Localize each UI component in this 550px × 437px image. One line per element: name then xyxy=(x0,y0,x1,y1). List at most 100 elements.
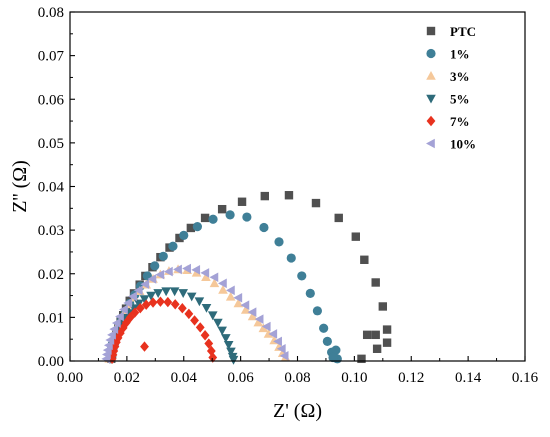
data-point xyxy=(173,264,182,275)
data-point xyxy=(225,210,235,220)
data-point xyxy=(134,299,144,309)
x-tick-label: 0.12 xyxy=(398,370,424,386)
x-tick-label: 0.06 xyxy=(228,370,255,386)
x-tick-label: 0.00 xyxy=(57,370,83,386)
x-axis-title: Z' (Ω) xyxy=(273,400,322,422)
data-point xyxy=(170,299,180,310)
data-point xyxy=(351,232,360,241)
data-point xyxy=(190,315,199,326)
data-point xyxy=(147,274,157,284)
data-point xyxy=(146,291,156,301)
data-point xyxy=(140,341,149,352)
data-point xyxy=(133,285,143,296)
data-point xyxy=(382,325,392,334)
data-point xyxy=(128,291,137,302)
data-point xyxy=(186,292,197,302)
data-point xyxy=(261,321,271,332)
data-point xyxy=(276,343,286,354)
data-point xyxy=(184,308,194,320)
data-point xyxy=(372,344,382,353)
legend-item: 1% xyxy=(426,47,470,62)
legend-marker xyxy=(426,48,436,59)
y-tick-label: 0.07 xyxy=(38,49,65,65)
legend-item: 5% xyxy=(426,92,470,107)
legend-item: 3% xyxy=(426,69,470,84)
axis-ticks: 0.00 0.02 0.04 0.06 0.08 0.10 0.12 0.14 0.16 0.00… xyxy=(38,5,539,386)
legend-item: 7% xyxy=(426,114,470,129)
legend-item: PTC xyxy=(426,24,476,39)
y-tick-label: 0.00 xyxy=(38,354,64,370)
data-point xyxy=(274,237,284,247)
legend-label: 10% xyxy=(450,137,476,152)
data-point xyxy=(371,278,380,287)
data-point xyxy=(179,230,189,240)
data-point xyxy=(297,271,307,281)
data-point xyxy=(192,222,202,232)
data-point xyxy=(225,285,235,296)
data-point xyxy=(194,297,205,307)
y-tick-label: 0.08 xyxy=(38,5,64,21)
data-point xyxy=(242,212,252,222)
data-point xyxy=(209,278,220,288)
data-point xyxy=(141,299,151,310)
data-point xyxy=(319,323,329,333)
data-point xyxy=(115,311,124,322)
legend-marker xyxy=(426,94,436,104)
data-point xyxy=(233,292,243,303)
data-point xyxy=(177,303,187,314)
data-point xyxy=(213,318,223,328)
data-point xyxy=(247,311,258,321)
data-point xyxy=(328,352,338,363)
y-tick-label: 0.06 xyxy=(38,92,65,108)
data-point xyxy=(217,204,227,214)
data-point xyxy=(371,330,380,340)
data-point xyxy=(247,307,257,317)
legend: PTC 1% 3% 5% 7% 10% xyxy=(426,24,476,152)
data-point xyxy=(253,317,264,327)
data-point xyxy=(111,318,121,328)
data-point xyxy=(312,306,323,316)
data-point xyxy=(226,347,236,357)
data-point xyxy=(382,338,392,347)
data-point xyxy=(163,296,173,308)
series-7pct xyxy=(107,296,218,365)
data-point xyxy=(263,328,274,338)
legend-label: 3% xyxy=(450,69,470,84)
legend-marker xyxy=(426,115,436,127)
data-point xyxy=(286,253,296,263)
y-tick-label: 0.05 xyxy=(38,136,64,152)
legend-label: PTC xyxy=(450,24,476,39)
data-point xyxy=(161,287,171,297)
data-point xyxy=(223,341,234,350)
data-point xyxy=(153,289,163,298)
data-point xyxy=(331,345,341,355)
data-point xyxy=(191,265,201,275)
data-point xyxy=(217,326,227,336)
data-point xyxy=(148,297,158,308)
data-point xyxy=(237,197,247,206)
data-point xyxy=(130,307,140,318)
data-point xyxy=(123,298,133,308)
data-marks xyxy=(101,191,392,365)
x-tick-label: 0.08 xyxy=(284,370,310,386)
legend-label: 1% xyxy=(450,47,470,62)
data-point xyxy=(118,322,128,334)
data-point xyxy=(260,191,269,201)
data-point xyxy=(178,289,188,298)
data-point xyxy=(208,352,218,363)
data-point xyxy=(109,324,119,334)
legend-label: 7% xyxy=(450,114,470,129)
x-tick-label: 0.10 xyxy=(341,370,367,386)
data-point xyxy=(200,268,210,278)
data-point xyxy=(186,223,196,233)
data-point xyxy=(258,323,269,333)
data-point xyxy=(254,314,264,324)
legend-marker xyxy=(426,138,435,149)
data-point xyxy=(207,311,218,321)
legend-marker xyxy=(426,26,436,36)
data-point xyxy=(334,213,343,223)
data-point xyxy=(200,213,210,223)
data-point xyxy=(357,354,366,364)
data-point xyxy=(140,279,150,290)
